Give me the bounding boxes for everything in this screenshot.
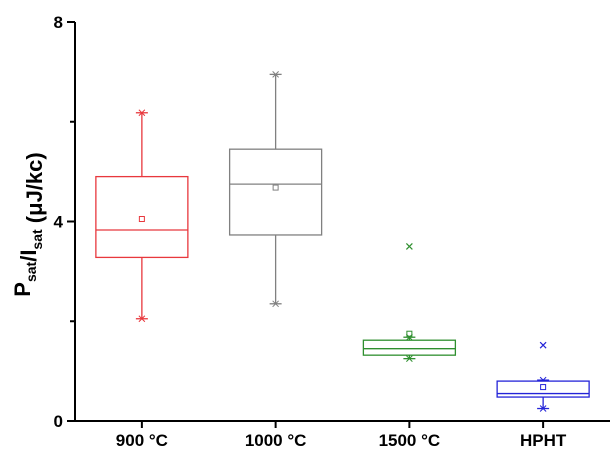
y-axis-title-part: P	[10, 282, 35, 297]
mean-marker	[540, 384, 547, 391]
whisker-end-marker	[138, 315, 146, 323]
mean-marker	[138, 216, 145, 223]
plot-boxes	[95, 71, 590, 412]
box-iqr	[362, 339, 457, 356]
box-iqr	[496, 380, 590, 398]
x-tick-label: HPHT	[520, 431, 567, 450]
y-axis-title-part: (μJ/kc)	[22, 152, 47, 229]
box-iqr	[95, 175, 189, 259]
outlier-marker	[405, 243, 413, 250]
x-tick-label: 1000 °C	[245, 431, 307, 450]
whisker-end-marker	[272, 300, 279, 308]
box-group	[496, 341, 590, 412]
y-axis-title-subscript: sat	[29, 229, 45, 250]
y-tick-label: 4	[54, 213, 64, 232]
x-tick-label: 1500 °C	[379, 431, 441, 450]
outlier-marker	[539, 341, 547, 349]
mean-marker	[406, 330, 413, 337]
y-axis-title-part: /I	[16, 250, 41, 262]
whisker-end-marker	[272, 71, 279, 78]
whisker-end-marker	[406, 355, 413, 363]
y-axis-label: Psat/Isat (μJ/kc)	[10, 152, 47, 296]
box-group	[362, 243, 457, 363]
y-tick-label: 0	[54, 412, 63, 431]
box-group	[95, 109, 189, 323]
y-tick-label: 8	[54, 13, 63, 32]
y-axis-title-subscript: sat	[23, 261, 39, 282]
whisker-end-marker	[539, 405, 547, 412]
x-tick-label: 900 °C	[116, 431, 168, 450]
box-group	[228, 71, 323, 308]
box-iqr	[228, 148, 323, 236]
axes: 0 4 8 900 °C 1000 °C 1500 °C HPHT	[54, 13, 610, 450]
mean-marker	[272, 184, 279, 191]
whisker-end-marker	[138, 109, 146, 117]
y-axis-title: Psat/Isat (μJ/kc)	[10, 152, 47, 296]
